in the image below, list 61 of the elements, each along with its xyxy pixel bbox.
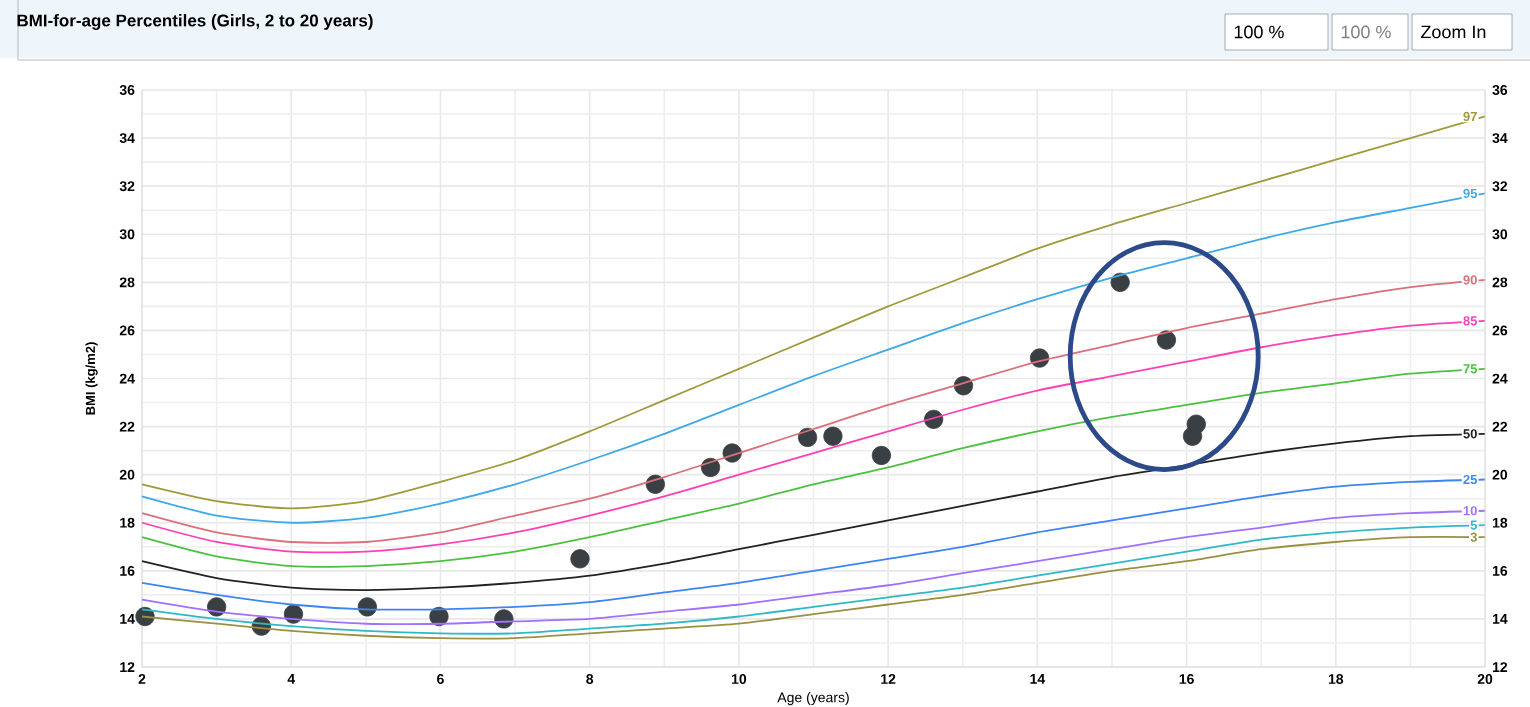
- y-tick-label: 12: [120, 662, 135, 672]
- y2-tick-label: 16: [1492, 565, 1508, 576]
- series-label: 25: [1463, 474, 1478, 485]
- y-axis-title: BMI (kg/m2): [85, 342, 98, 415]
- x-axis-title: Age (years): [777, 692, 849, 706]
- y-tick-label: 16: [120, 565, 135, 576]
- series-label: 5: [1470, 520, 1478, 530]
- y2-tick-label: 26: [1492, 325, 1508, 336]
- point: [1182, 426, 1203, 446]
- x-tick-label: 12: [881, 674, 896, 684]
- y-tick-label: 14: [120, 614, 135, 624]
- y2-tick-label: 34: [1492, 133, 1508, 144]
- series-label: 3: [1470, 532, 1477, 542]
- y2-tick-label: 20: [1492, 469, 1508, 480]
- x-tick-label: 10: [731, 674, 747, 684]
- y2-tick-label: 14: [1492, 614, 1508, 624]
- x-tick-label: 14: [1030, 674, 1046, 684]
- y-tick-label: 30: [119, 229, 135, 240]
- x-tick-label: 4: [287, 674, 296, 684]
- x-tick-label: 18: [1328, 674, 1344, 684]
- y2-tick-label: 36: [1492, 85, 1508, 95]
- text: 100 %: [1341, 25, 1391, 39]
- text: 100 %: [1234, 25, 1284, 39]
- y2-tick-label: 12: [1492, 662, 1508, 672]
- point: [797, 427, 818, 448]
- y-tick-label: 34: [119, 133, 135, 144]
- y-tick-label: 36: [119, 85, 135, 95]
- y-tick-label: 24: [119, 373, 135, 384]
- point: [1156, 330, 1177, 350]
- x-tick-label: 2: [138, 674, 146, 684]
- series-label: 75: [1463, 364, 1478, 374]
- chart-title: BMI-for-age Percentiles (Girls, 2 to 20 years): [17, 14, 373, 30]
- series-label: 50: [1463, 429, 1477, 439]
- text: Zoom In: [1420, 25, 1486, 39]
- x-tick-label: 16: [1179, 674, 1194, 684]
- point: [1110, 272, 1130, 292]
- y-tick-label: 28: [119, 277, 135, 288]
- y2-tick-label: 22: [1492, 421, 1508, 432]
- y2-tick-label: 24: [1492, 373, 1508, 384]
- y-tick-label: 20: [119, 469, 135, 480]
- point: [871, 445, 891, 466]
- point: [570, 549, 590, 569]
- y-tick-label: 32: [119, 181, 135, 192]
- y-tick-label: 22: [119, 421, 135, 432]
- y-tick-label: 18: [120, 517, 135, 528]
- y2-tick-label: 30: [1492, 229, 1508, 240]
- series-label: 90: [1463, 275, 1477, 285]
- series-label: 97: [1463, 111, 1477, 122]
- y-tick-label: 26: [119, 325, 135, 336]
- point: [700, 457, 721, 478]
- series-label: 95: [1463, 188, 1478, 198]
- y2-tick-label: 18: [1492, 517, 1508, 528]
- x-tick-label: 8: [586, 674, 594, 684]
- series-label: 85: [1463, 316, 1478, 326]
- y2-tick-label: 28: [1492, 277, 1508, 288]
- x-tick-label: 20: [1477, 674, 1493, 684]
- series-label: 10: [1463, 506, 1477, 516]
- point: [823, 426, 843, 446]
- point: [207, 597, 227, 617]
- x-tick-label: 6: [437, 674, 444, 684]
- y2-tick-label: 32: [1492, 181, 1508, 192]
